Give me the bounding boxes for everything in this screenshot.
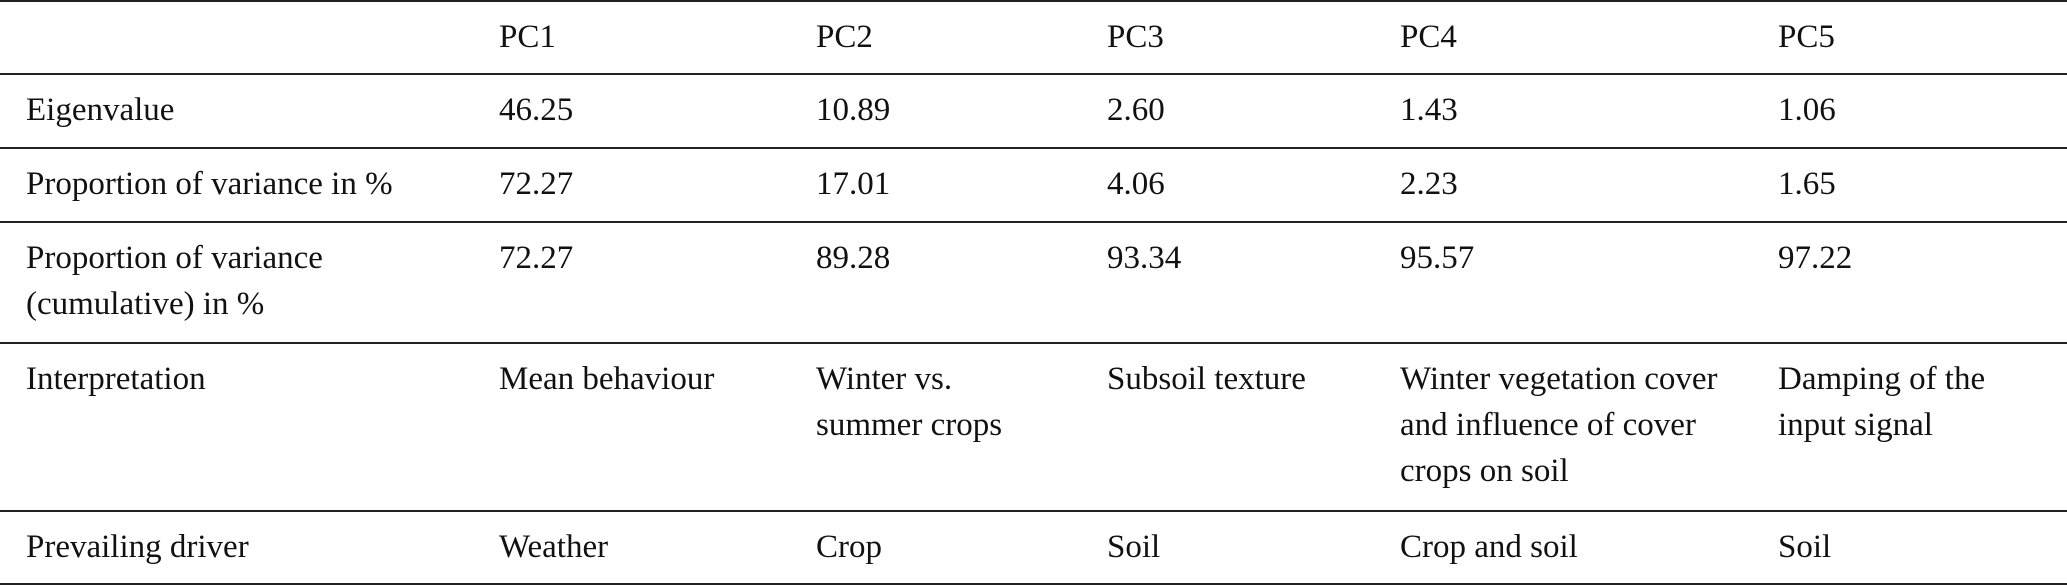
row-label-proportion-of-variance: Proportion of variance in % — [0, 148, 473, 223]
row-label-cumulative-variance: Proportion of variance (cumulative) in % — [0, 222, 473, 344]
table-row: Proportion of variance in % 72.27 17.01 … — [0, 148, 2067, 223]
table-cell: 72.27 — [473, 148, 790, 223]
table-row: Eigenvalue 46.25 10.89 2.60 1.43 1.06 — [0, 74, 2067, 149]
table-cell: 93.34 — [1081, 222, 1374, 344]
table-cell: Winter vegetation cover and influence of… — [1374, 343, 1752, 512]
table-cell: 1.06 — [1752, 74, 2067, 149]
table-cell: Crop and soil — [1374, 511, 1752, 585]
table-cell: 1.43 — [1374, 74, 1752, 149]
table-cell: 2.60 — [1081, 74, 1374, 149]
header-cell-empty — [0, 0, 473, 75]
header-cell-pc2: PC2 — [790, 0, 1081, 75]
header-cell-pc1: PC1 — [473, 0, 790, 75]
header-cell-pc4: PC4 — [1374, 0, 1752, 75]
table-cell: 72.27 — [473, 222, 790, 344]
table-cell: Weather — [473, 511, 790, 585]
table-cell: Damping of the input signal — [1752, 343, 2067, 512]
table-cell: 4.06 — [1081, 148, 1374, 223]
table-header-row: PC1 PC2 PC3 PC4 PC5 — [0, 0, 2067, 75]
table-cell: 10.89 — [790, 74, 1081, 149]
table-cell: Mean behaviour — [473, 343, 790, 512]
row-label-interpretation: Interpretation — [0, 343, 473, 512]
table-cell: 95.57 — [1374, 222, 1752, 344]
table-row: Proportion of variance (cumulative) in %… — [0, 222, 2067, 344]
table-row: Interpretation Mean behaviour Winter vs.… — [0, 343, 2067, 512]
row-label-eigenvalue: Eigenvalue — [0, 74, 473, 149]
table-cell: 89.28 — [790, 222, 1081, 344]
table-cell: Winter vs. summer crops — [790, 343, 1081, 512]
header-cell-pc3: PC3 — [1081, 0, 1374, 75]
table-cell: 17.01 — [790, 148, 1081, 223]
header-cell-pc5: PC5 — [1752, 0, 2067, 75]
table-cell: 46.25 — [473, 74, 790, 149]
table-cell: Soil — [1752, 511, 2067, 585]
table-cell: Crop — [790, 511, 1081, 585]
table-row: Prevailing driver Weather Crop Soil Crop… — [0, 511, 2067, 585]
table-cell: Subsoil texture — [1081, 343, 1374, 512]
table-cell: 97.22 — [1752, 222, 2067, 344]
row-label-prevailing-driver: Prevailing driver — [0, 511, 473, 585]
table-cell: Soil — [1081, 511, 1374, 585]
table-cell: 2.23 — [1374, 148, 1752, 223]
table-cell: 1.65 — [1752, 148, 2067, 223]
